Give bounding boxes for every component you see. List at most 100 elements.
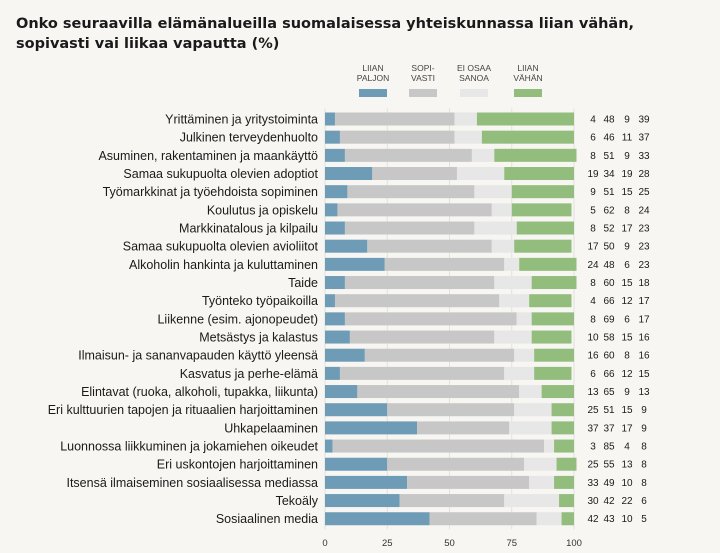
value-label: 60 (603, 278, 615, 289)
bar-segment (349, 330, 495, 344)
bar-segment (541, 385, 574, 399)
bar-segment (514, 348, 535, 362)
value-label: 37 (603, 423, 615, 434)
bar-segment (347, 185, 475, 199)
value-label: 6 (624, 314, 630, 325)
bar-segment (454, 130, 482, 144)
value-label: 55 (603, 460, 615, 471)
bar-segment (357, 385, 520, 399)
bars (325, 112, 577, 526)
x-axis: 0 25 50 75 100 (322, 538, 582, 549)
value-label: 19 (621, 169, 633, 180)
bar-segment (514, 403, 552, 417)
value-label: 33 (587, 478, 599, 489)
category-label: Liikenne (esim. ajonopeudet) (157, 312, 318, 326)
bar-segment (344, 276, 495, 290)
bar-segment (325, 221, 345, 235)
category-label: Työmarkkinat ja työehdoista sopiminen (103, 185, 318, 199)
bar-segment (504, 366, 535, 380)
bar-segment (511, 185, 574, 199)
bar-segment (325, 348, 365, 362)
bar-segment (384, 257, 505, 271)
bar-segment (325, 239, 368, 253)
bar-segment (387, 457, 525, 471)
bar-segment (529, 294, 572, 308)
bar-segment (325, 403, 388, 417)
value-label: 65 (603, 387, 615, 398)
value-label: 12 (621, 369, 633, 380)
legend-label: EI OSAA SANOA (457, 63, 491, 83)
legend-swatch (409, 89, 437, 97)
bar-segment (339, 130, 455, 144)
value-label: 9 (624, 387, 630, 398)
value-label: 51 (603, 405, 615, 416)
value-label: 60 (603, 351, 615, 362)
category-label: Samaa sukupuolta olevien avioliitot (123, 240, 319, 254)
bar-segment (554, 475, 574, 489)
value-label: 15 (621, 278, 633, 289)
bar-segment (494, 148, 577, 162)
bar-segment (325, 439, 333, 453)
bar-segment (325, 512, 430, 526)
category-label: Sosiaalinen media (216, 512, 318, 526)
bar-segment (332, 439, 545, 453)
value-label: 10 (621, 514, 633, 525)
value-label: 17 (587, 242, 599, 253)
bar-segment (516, 312, 532, 326)
bar-segment (325, 257, 385, 271)
bar-segment (367, 239, 492, 253)
category-label: Itsensä ilmaiseminen sosiaalisessa media… (66, 476, 318, 490)
category-label: Uhkapelaaminen (224, 421, 318, 435)
value-label: 25 (587, 460, 599, 471)
bar-segment (325, 385, 358, 399)
bar-segment (325, 366, 340, 380)
bar-segment (511, 203, 572, 217)
bar-segment (344, 148, 472, 162)
bar-segment (364, 348, 515, 362)
bar-segment (325, 185, 348, 199)
legend-swatch (359, 89, 387, 97)
x-tick-label: 50 (444, 538, 455, 549)
category-label: Ilmaisun- ja sananvapauden käyttö yleens… (78, 349, 318, 363)
value-label: 13 (638, 387, 650, 398)
value-label: 25 (587, 405, 599, 416)
category-label: Tekoäly (276, 494, 319, 508)
x-tick-label: 0 (322, 538, 327, 549)
bar-segment (544, 439, 555, 453)
value-label: 33 (638, 151, 650, 162)
bar-segment (516, 221, 574, 235)
value-label: 15 (621, 333, 633, 344)
legend-label: LIIAN VÄHÄN (513, 63, 542, 83)
category-label: Luonnossa liikkuminen ja jokamiehen oike… (60, 440, 318, 454)
bar-segment (551, 421, 574, 435)
value-label: 18 (638, 278, 650, 289)
bar-segment (534, 366, 572, 380)
bar-segment (481, 130, 574, 144)
value-label: 48 (603, 260, 615, 271)
value-label: 11 (622, 133, 633, 144)
value-label: 28 (638, 169, 650, 180)
value-label: 23 (638, 242, 650, 253)
category-label: Eri kulttuurien tapojen ja rituaalien ha… (48, 403, 318, 417)
value-label: 9 (641, 405, 647, 416)
bar-segment (325, 276, 345, 290)
bar-segment (454, 112, 477, 126)
category-label: Julkinen terveydenhuolto (180, 131, 318, 145)
category-label: Kasvatus ja perhe-elämä (180, 367, 318, 381)
bar-segment (325, 494, 400, 508)
value-label: 6 (624, 260, 630, 271)
value-label: 22 (621, 496, 633, 507)
value-label: 23 (638, 224, 650, 235)
value-label: 19 (587, 169, 599, 180)
value-label: 8 (641, 460, 647, 471)
value-label: 42 (587, 514, 599, 525)
value-label: 9 (641, 423, 647, 434)
bar-segment (554, 439, 574, 453)
value-label: 16 (638, 351, 650, 362)
bar-segment (417, 421, 510, 435)
value-label: 9 (624, 115, 630, 126)
value-label: 17 (638, 314, 650, 325)
value-label: 8 (590, 151, 596, 162)
x-tick-label: 100 (566, 538, 582, 549)
